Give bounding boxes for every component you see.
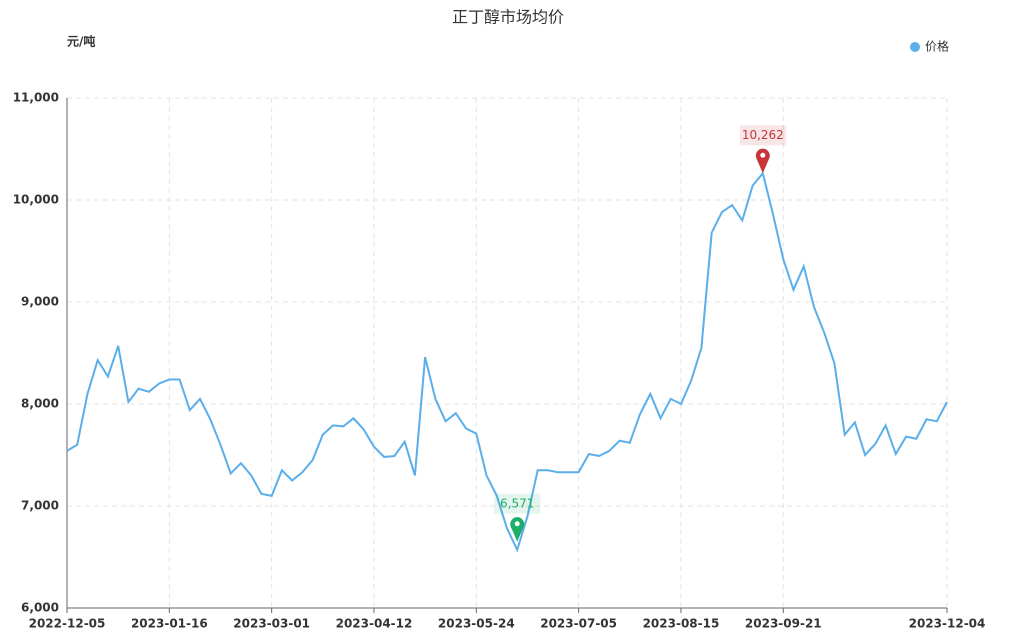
x-tick-label: 2023-05-24 [438,617,515,631]
y-tick-label: 8,000 [21,397,59,411]
marker-pin [755,148,770,174]
x-tick-label: 2023-04-12 [336,617,413,631]
y-tick-label: 11,000 [13,91,59,105]
x-tick-label: 2023-09-21 [745,617,822,631]
x-tick-label: 2023-01-16 [131,617,208,631]
x-tick-label: 2023-03-01 [233,617,310,631]
x-tick-label: 2023-08-15 [643,617,720,631]
y-tick-label: 9,000 [21,295,59,309]
y-tick-label: 6,000 [21,601,59,615]
x-tick-label: 2023-07-05 [540,617,617,631]
x-tick-label: 2022-12-05 [29,617,106,631]
chart-title: 正丁醇市场均价 [452,8,564,27]
marker-label-bg [739,125,786,146]
legend-swatch [910,42,920,52]
marker-dot [760,152,766,158]
marker-label-bg [494,493,541,514]
marker-label: 6,571 [500,496,534,510]
line [66,171,948,553]
y-axis-label: 元/吨 [67,34,95,49]
marker-dot [514,521,520,527]
legend-label: 价格 [925,39,949,54]
marker-label: 10,262 [742,128,784,142]
x-tick-label: 2023-12-04 [909,617,986,631]
y-tick-label: 7,000 [21,499,59,513]
y-tick-label: 10,000 [13,193,59,207]
marker-pin [510,517,525,542]
